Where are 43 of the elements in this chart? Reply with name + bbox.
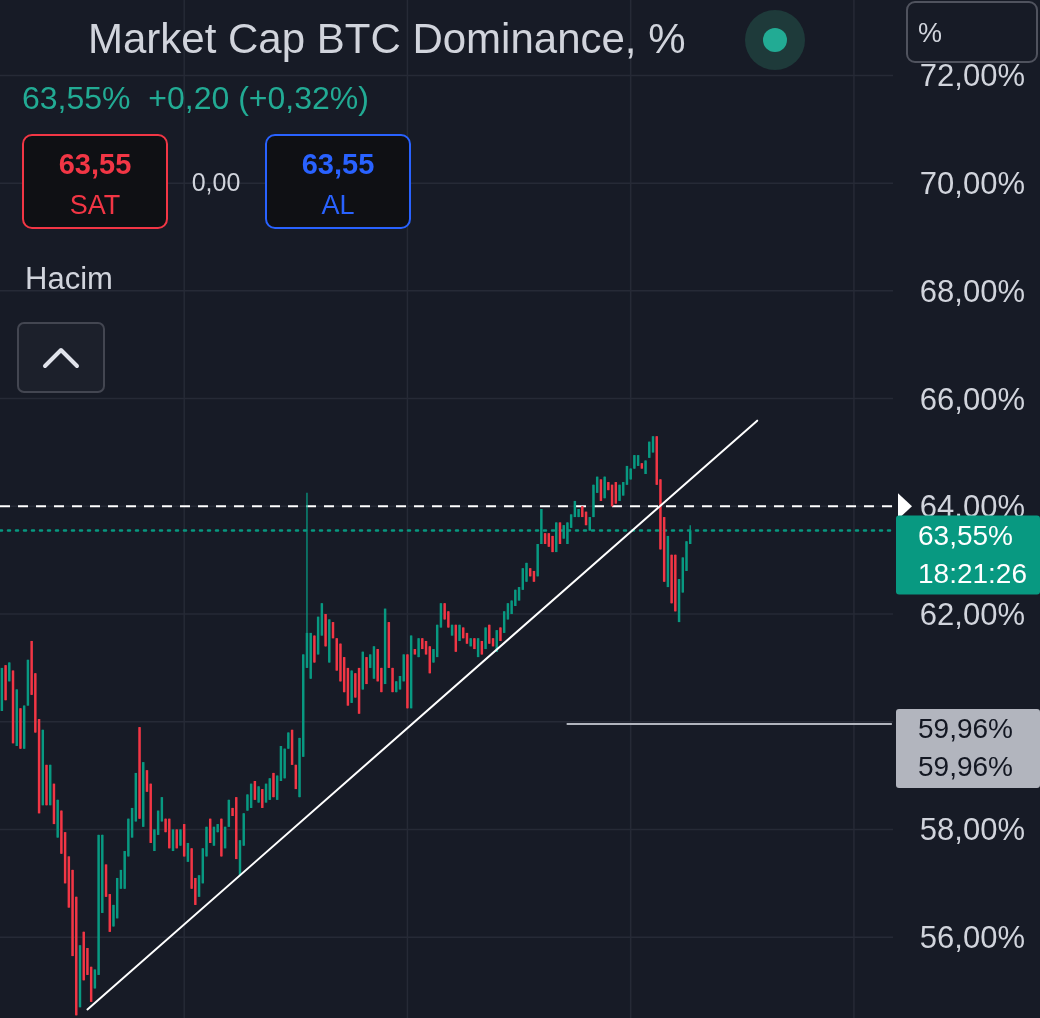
candlestick xyxy=(220,818,223,858)
annotation: AL xyxy=(321,190,355,220)
candlestick xyxy=(499,626,502,642)
candlestick xyxy=(644,459,647,475)
candlestick xyxy=(406,653,409,709)
chart-title: Market Cap BTC Dominance, % xyxy=(88,15,686,62)
annotation: 0,00 xyxy=(191,168,241,196)
candlestick xyxy=(19,707,22,750)
candlestick xyxy=(458,624,461,642)
candlestick xyxy=(261,788,264,809)
y-tick-label: 62,00% xyxy=(919,596,1025,632)
annotation: Hacim xyxy=(25,260,113,296)
candlestick xyxy=(417,637,420,658)
candlestick xyxy=(633,454,636,470)
text: 59,96% xyxy=(918,750,1013,782)
y-tick-label: 70,00% xyxy=(919,165,1025,201)
candlestick xyxy=(484,626,487,650)
text: % xyxy=(918,18,943,48)
text: 63,55% +0,20 (+0,32%) xyxy=(22,80,369,116)
candlestick xyxy=(473,637,476,650)
candlestick xyxy=(257,785,260,804)
text: 59,96% xyxy=(918,712,1013,744)
y-tick-label: 72,00% xyxy=(919,57,1025,93)
candlestick xyxy=(4,664,7,701)
annotation: SAT xyxy=(69,190,121,220)
candlestick xyxy=(618,484,621,502)
y-tick-label: 58,00% xyxy=(919,811,1025,847)
y-tick-label: 56,00% xyxy=(919,919,1025,955)
candlestick xyxy=(324,613,327,647)
y-tick-label: 66,00% xyxy=(919,381,1025,417)
candlestick xyxy=(350,669,353,704)
candlestick xyxy=(45,764,48,806)
annotation: 63,55 xyxy=(301,148,375,180)
annotation: 63,55 xyxy=(58,148,132,180)
candlestick xyxy=(138,726,141,820)
candlestick xyxy=(391,667,394,693)
y-tick-label: 68,00% xyxy=(919,273,1025,309)
candlestick xyxy=(551,535,554,553)
candlestick xyxy=(272,772,275,798)
candlestick xyxy=(179,828,182,847)
candlestick xyxy=(313,634,316,664)
text: 18:21:26 xyxy=(918,557,1027,589)
candlestick xyxy=(365,656,368,685)
